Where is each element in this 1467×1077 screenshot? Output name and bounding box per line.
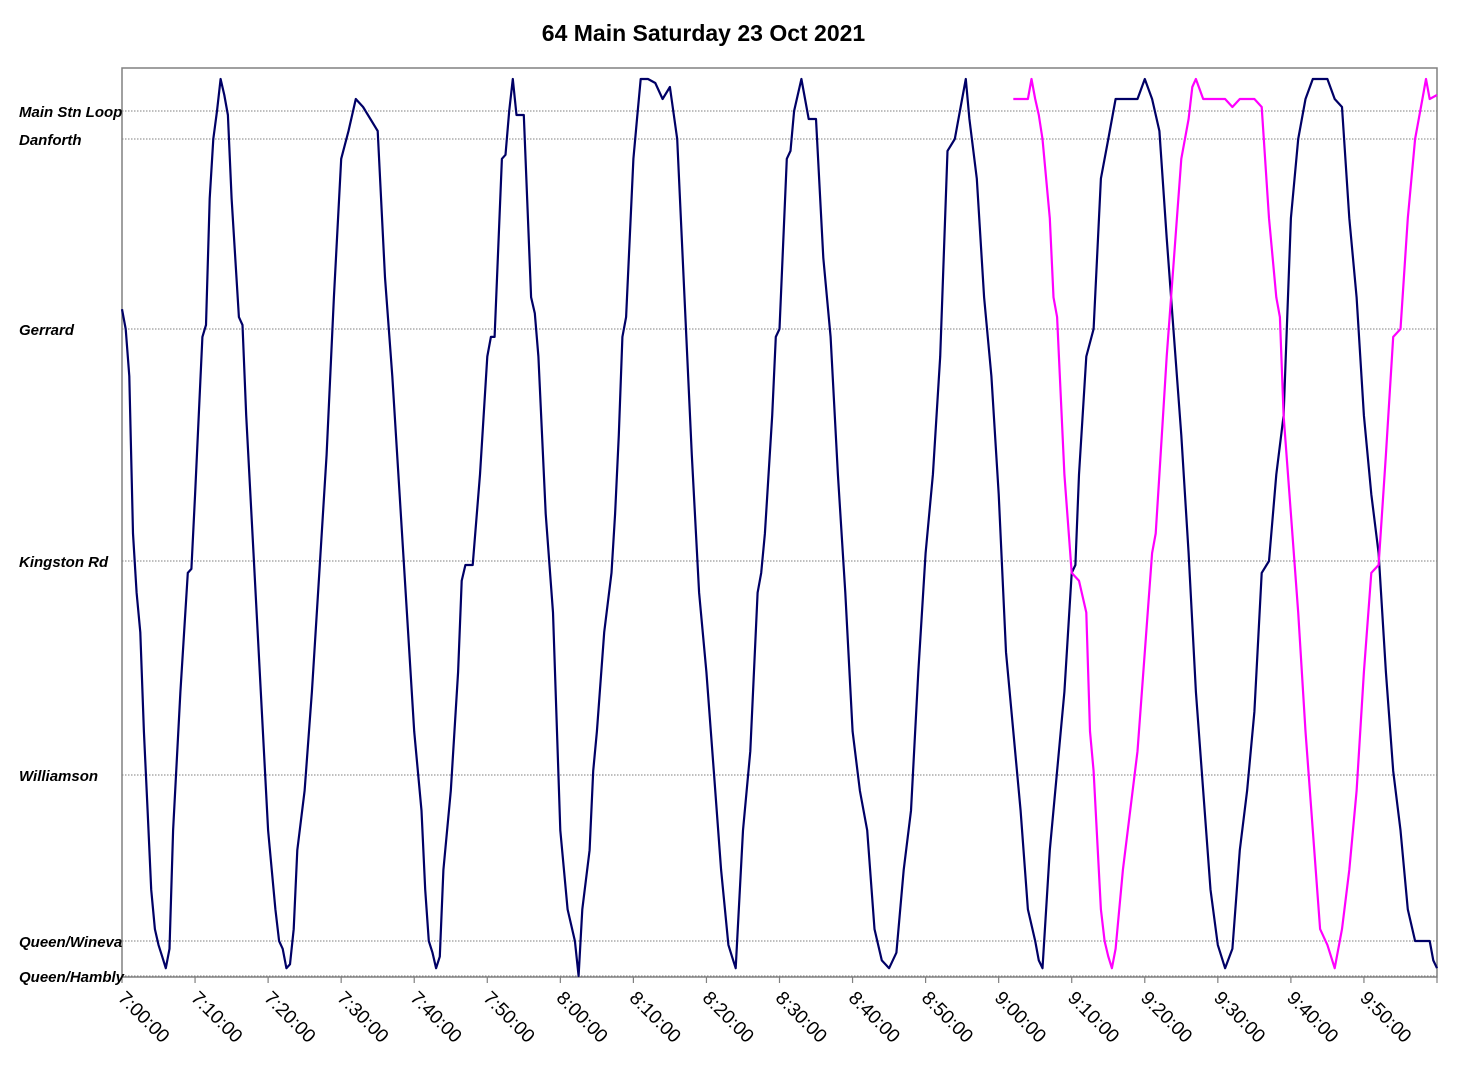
x-tick-label: 7:50:00 <box>479 988 539 1048</box>
x-tick-label: 8:30:00 <box>771 988 831 1048</box>
x-tick-label: 7:10:00 <box>187 988 247 1048</box>
x-tick-label: 9:10:00 <box>1063 988 1123 1048</box>
x-tick-label: 9:30:00 <box>1209 988 1269 1048</box>
x-tick-label: 8:10:00 <box>625 988 685 1048</box>
x-tick-label: 8:40:00 <box>844 988 904 1048</box>
stop-label: Queen/Wineva <box>19 934 122 951</box>
x-tick-label: 9:50:00 <box>1355 988 1415 1048</box>
x-tick-label: 9:40:00 <box>1282 988 1342 1048</box>
series-layer <box>120 77 1438 978</box>
x-tick-label: 9:00:00 <box>990 988 1050 1048</box>
x-tick-label: 7:30:00 <box>333 988 393 1048</box>
x-tick-label: 7:00:00 <box>113 988 173 1048</box>
plot-area-border <box>121 67 1438 978</box>
x-tick-label: 8:00:00 <box>552 988 612 1048</box>
stop-label: Kingston Rd <box>19 554 109 571</box>
series-line-1 <box>120 77 1438 978</box>
stop-label: Danforth <box>19 132 82 149</box>
x-tick-label: 8:50:00 <box>917 988 977 1048</box>
stop-label: Gerrard <box>19 322 75 339</box>
x-tick-label: 8:20:00 <box>698 988 758 1048</box>
stop-label: Main Stn Loop <box>19 104 122 121</box>
x-tick-label: 7:40:00 <box>406 988 466 1048</box>
series-line-2 <box>1013 77 1438 970</box>
x-axis: 7:00:00 7:10:00 7:20:00 7:30:00 7:40:00 7:50:… <box>113 977 1438 1048</box>
stop-label: Williamson <box>19 768 98 785</box>
x-tick-label: 9:20:00 <box>1136 988 1196 1048</box>
stop-label: Queen/Hambly <box>19 969 125 986</box>
chart-title: 64 Main Saturday 23 Oct 2021 <box>541 20 866 46</box>
x-tick-label: 7:20:00 <box>260 988 320 1048</box>
y-axis-stop-labels: Main Stn Loop Danforth Gerrard Kingston Rd W… <box>19 104 125 986</box>
